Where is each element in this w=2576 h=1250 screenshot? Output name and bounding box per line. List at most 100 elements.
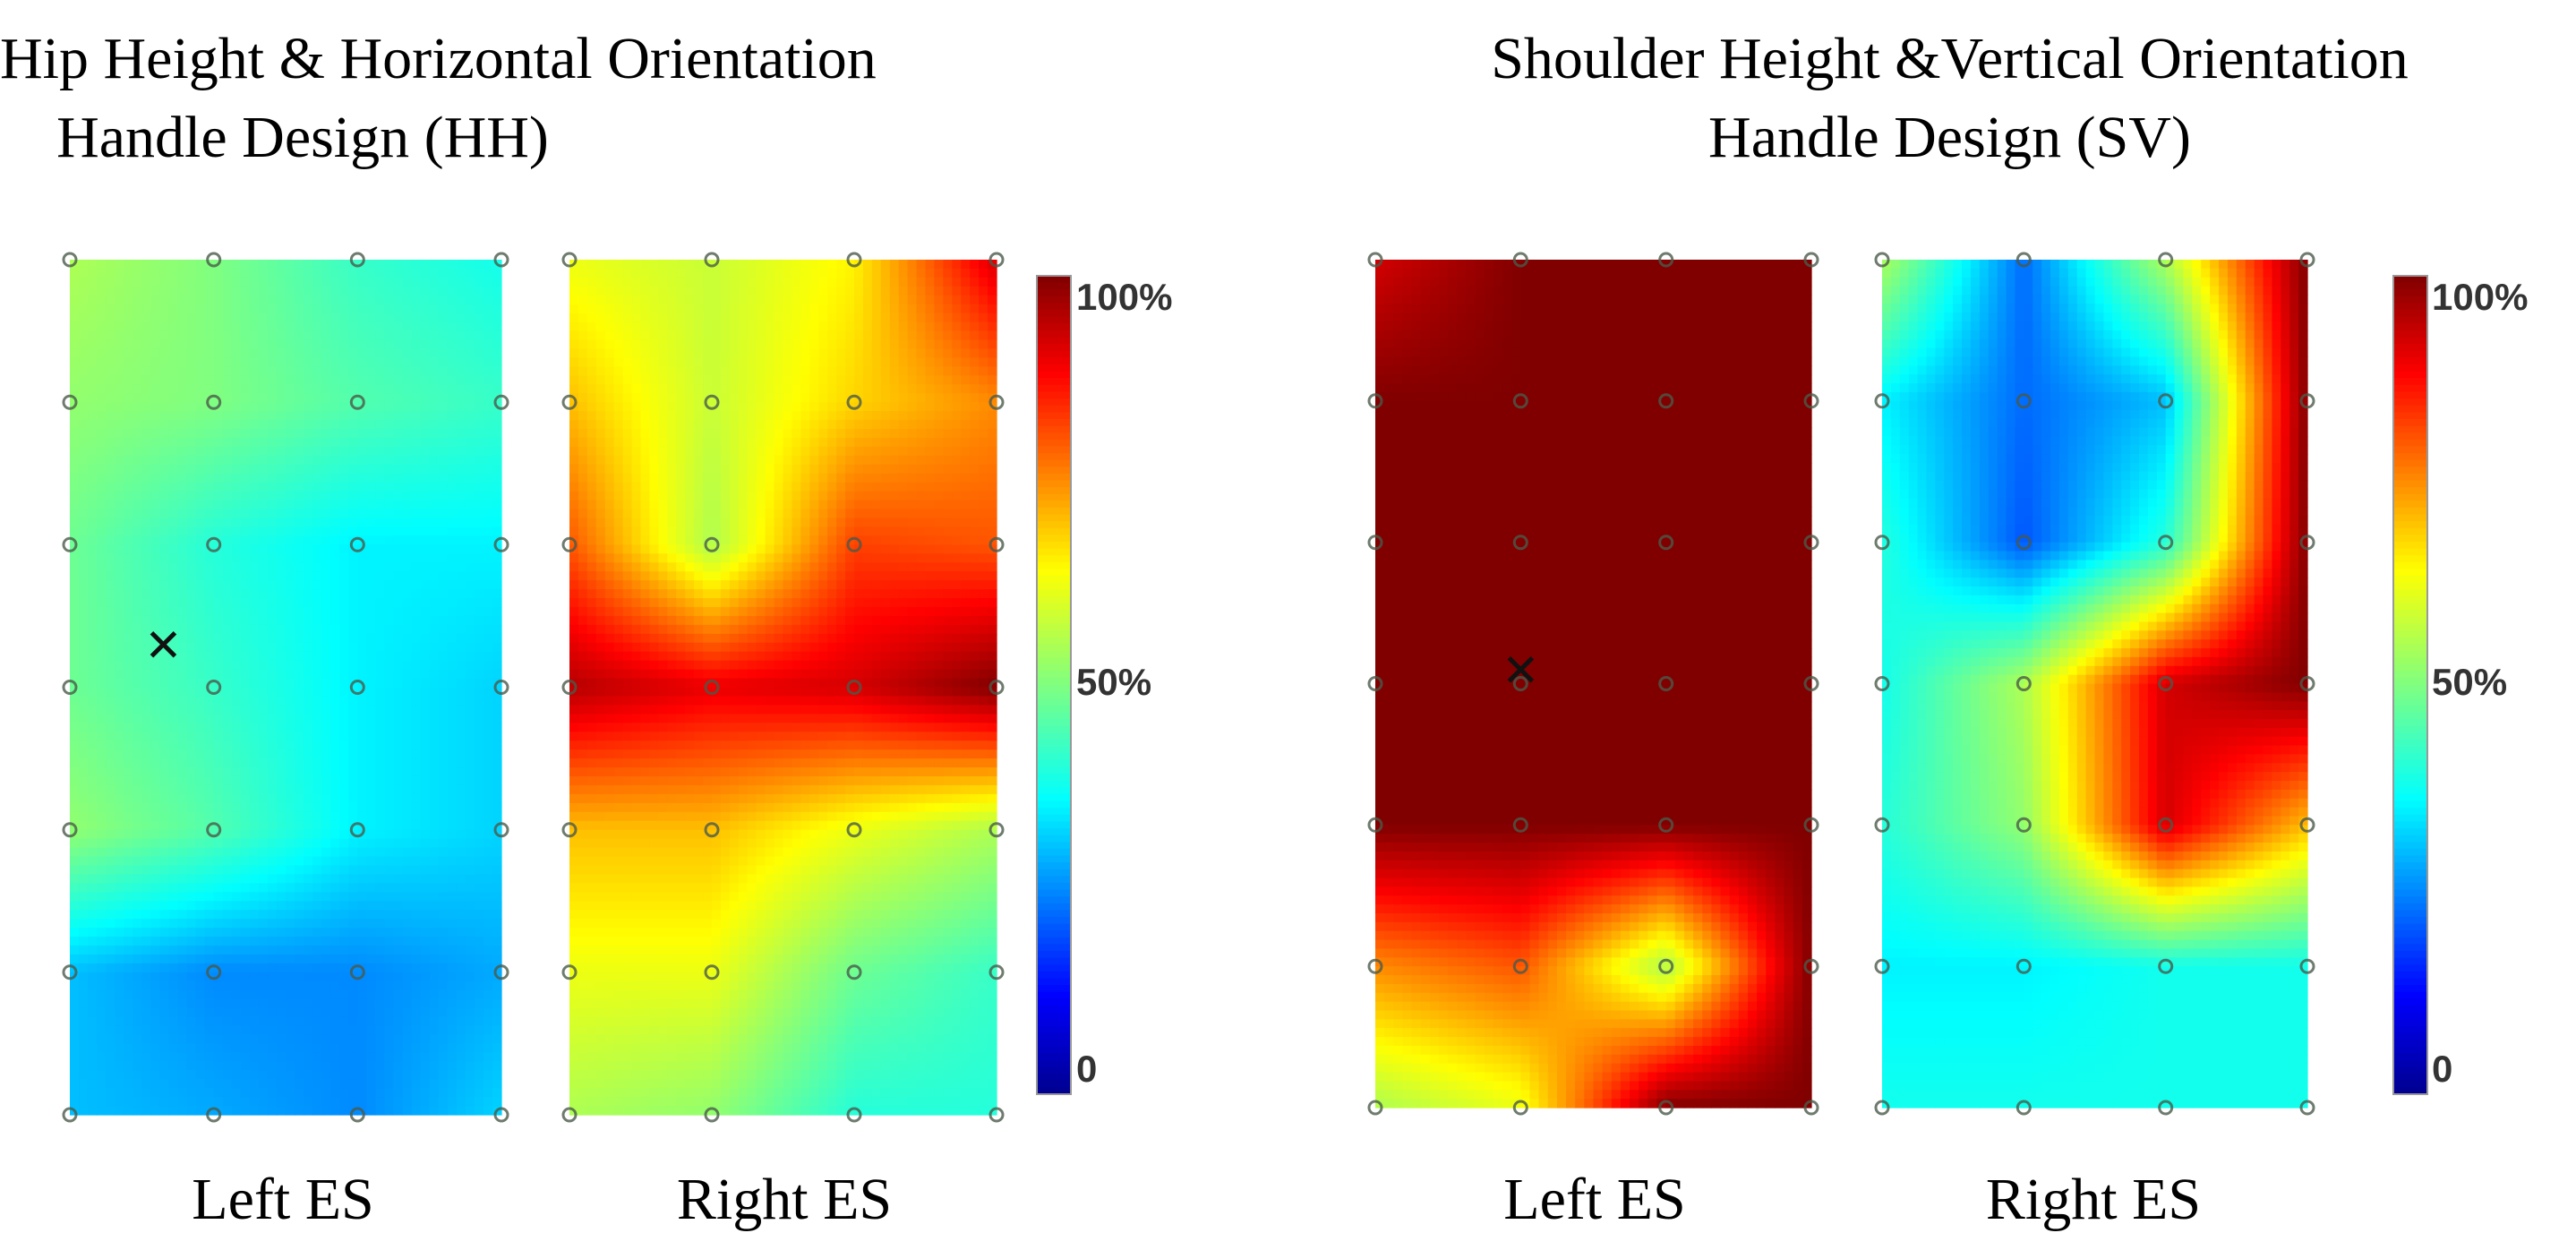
heatmap-cell [330,304,340,314]
heatmap-cell [321,669,331,680]
heatmap-cell [402,660,413,671]
heatmap-cell [429,937,440,946]
heatmap-cell [438,1061,449,1071]
heatmap-cell [685,277,695,287]
heatmap-cell [249,527,260,536]
heatmap-cell [393,500,404,510]
heatmap-cell [357,749,367,759]
heatmap-cell [492,580,502,590]
heatmap-cell [97,954,107,964]
heatmap-cell [438,732,449,741]
heatmap-cell [106,1007,116,1018]
heatmap-cell [70,330,80,341]
heatmap-cell [330,954,340,964]
heatmap-cell [150,580,161,590]
heatmap-cell [141,919,151,929]
heatmap-cell [79,919,89,929]
heatmap-cell [357,286,367,296]
heatmap-cell [880,260,891,270]
heatmap-cell [366,892,377,902]
heatmap-cell [249,633,260,644]
heatmap-cell [747,295,757,305]
heatmap-cell [729,304,740,314]
heatmap-cell [483,793,493,804]
heatmap-cell [258,775,269,786]
heatmap-cell [159,446,170,457]
heatmap-cell [177,820,188,831]
heatmap-cell [756,312,766,323]
heatmap-cell [177,919,188,929]
heatmap-cell [827,268,837,278]
heatmap-cell [168,286,179,296]
heatmap-cell [393,732,404,741]
heatmap-cell [267,330,278,341]
heatmap-cell [249,732,260,741]
heatmap-cell [411,669,422,680]
heatmap-cell [357,446,367,457]
heatmap-cell [70,348,80,359]
heatmap-cell [124,330,133,341]
heatmap-cell [402,820,413,831]
heatmap-cell [258,321,269,332]
heatmap-cell [483,402,493,412]
heatmap-cell [312,847,322,858]
heatmap-cell [133,1016,142,1027]
heatmap-cell [258,429,269,439]
heatmap-cell [133,295,142,305]
heatmap-cell [712,295,722,305]
heatmap-cell [492,464,502,475]
heatmap-cell [312,1007,322,1018]
heatmap-cell [384,384,395,394]
heatmap-cell [133,705,142,715]
heatmap-cell [393,527,404,536]
heatmap-cell [402,437,413,448]
heatmap-cell [304,989,313,1000]
heatmap-cell [321,571,331,581]
heatmap-cell [295,260,304,270]
heatmap-cell [286,304,295,314]
heatmap-cell [483,1034,493,1045]
heatmap-cell [429,455,440,466]
heatmap-cell [339,856,349,867]
heatmap-cell [339,972,349,982]
heatmap-cell [115,1097,124,1107]
heatmap-cell [159,883,170,893]
heatmap-cell [393,937,404,946]
heatmap-cell [79,660,89,671]
heatmap-cell [124,1097,133,1107]
heatmap-cell [456,375,466,385]
heatmap-cell [339,455,349,466]
heatmap-cell [483,1097,493,1107]
heatmap-cell [465,749,475,759]
heatmap-cell [375,589,386,599]
heatmap-cell [393,339,404,350]
heatmap-cell [357,633,367,644]
heatmap-cell [729,286,740,296]
heatmap-cell [393,856,404,867]
heatmap-cell [474,446,484,457]
heatmap-cell [106,1106,116,1116]
heatmap-cell [213,847,224,858]
heatmap-cell [195,856,206,867]
heatmap-cell [295,312,304,323]
heatmap-cell [88,420,98,430]
heatmap-cell [330,811,340,822]
heatmap-cell [613,277,624,287]
heatmap-cell [141,1025,151,1036]
heatmap-cell [213,527,224,536]
heatmap-cell [249,544,260,554]
heatmap-cell [267,1097,278,1107]
heatmap-cell [141,928,151,938]
heatmap-cell [124,562,133,572]
heatmap-cell [115,989,124,1000]
heatmap-cell [492,838,502,849]
heatmap-cell [474,598,484,608]
heatmap-cell [168,500,179,510]
heatmap-cell [124,598,133,608]
heatmap-cell [420,811,431,822]
heatmap-cell [366,1079,377,1089]
heatmap-cell [375,784,386,795]
heatmap-cell [393,348,404,359]
heatmap-cell [348,633,358,644]
heatmap-cell [204,366,215,376]
